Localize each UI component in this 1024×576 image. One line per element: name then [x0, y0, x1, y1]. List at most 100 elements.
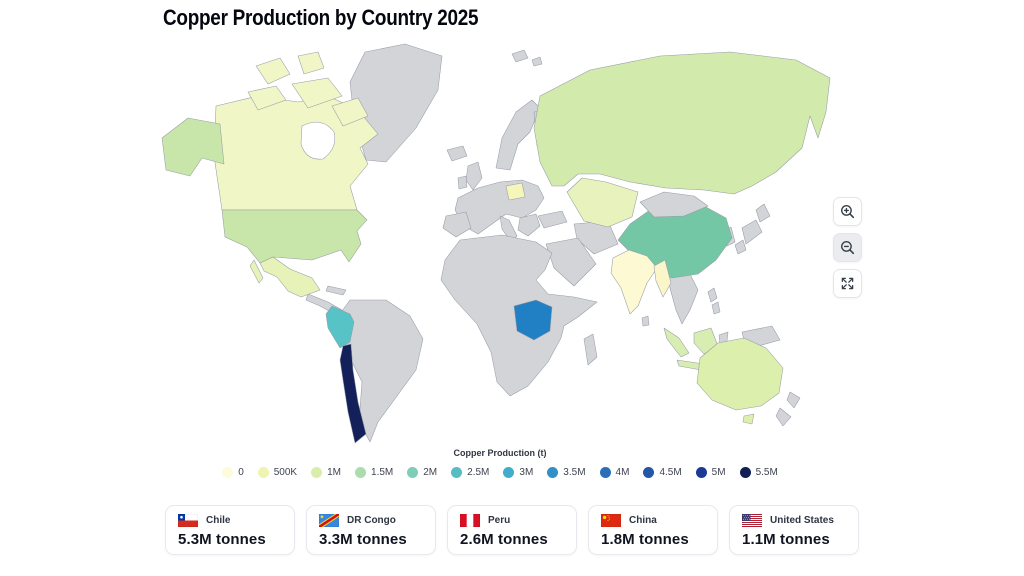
country-philippines: [707, 287, 721, 315]
card-value: 3.3M tonnes: [319, 531, 407, 548]
country-peru[interactable]: [325, 305, 355, 349]
legend-color-dot: [643, 467, 655, 478]
card-country-name: China: [629, 515, 657, 526]
country-chile[interactable]: [339, 343, 367, 444]
card-value: 2.6M tonnes: [460, 531, 548, 548]
country-norway-sweden: [495, 99, 541, 171]
magnifier-minus-icon: [841, 241, 855, 255]
legend-item: 4M: [599, 467, 630, 478]
card-country-name: DR Congo: [347, 515, 396, 526]
legend-item: 3.5M: [547, 467, 586, 478]
legend-color-dot: [257, 467, 269, 478]
country-new-zealand: [775, 391, 801, 427]
legend-color-dot: [222, 467, 234, 478]
region-caribbean: [325, 285, 347, 296]
region-balkans: [517, 213, 541, 237]
dr-congo-flag-icon: [319, 514, 339, 527]
islands-svalbard: [511, 49, 543, 67]
zoom-out-button[interactable]: [833, 233, 862, 262]
china-flag-icon: [601, 514, 621, 527]
card-country-name: United States: [770, 515, 834, 526]
country-iceland: [446, 145, 468, 162]
country-card-peru[interactable]: Peru 2.6M tonnes: [447, 505, 577, 555]
country-australia[interactable]: [696, 337, 784, 425]
page-title: Copper Production by Country 2025: [163, 5, 479, 30]
legend-color-dot: [739, 467, 751, 478]
legend-item: 2M: [407, 467, 437, 478]
country-turkey: [537, 210, 568, 229]
country-myanmar[interactable]: [653, 259, 672, 298]
legend-item: 3M: [503, 467, 533, 478]
world-map[interactable]: [160, 40, 840, 450]
legend-color-dot: [407, 467, 419, 478]
legend-color-dot: [355, 467, 367, 478]
country-united-kingdom: [465, 161, 483, 191]
legend-item: 1.5M: [355, 467, 393, 478]
country-dr-congo[interactable]: [513, 299, 553, 341]
united-states-flag-icon: [742, 514, 762, 527]
country-madagascar: [583, 333, 598, 366]
legend-color-dot: [311, 467, 323, 478]
country-card-dr-congo[interactable]: DR Congo 3.3M tonnes: [306, 505, 436, 555]
map-controls: [833, 197, 862, 298]
legend-label: 5M: [711, 467, 726, 478]
country-mexico[interactable]: [249, 256, 321, 298]
country-card-china[interactable]: China 1.8M tonnes: [588, 505, 718, 555]
country-india[interactable]: [610, 249, 658, 315]
country-indonesia[interactable]: [663, 327, 719, 371]
legend-color-dot: [599, 467, 611, 478]
legend-color-dot: [451, 467, 463, 478]
card-value: 1.1M tonnes: [742, 531, 830, 548]
legend-item: 2.5M: [451, 467, 489, 478]
legend-label: 3.5M: [563, 467, 586, 478]
legend-label: 4M: [615, 467, 630, 478]
legend-label: 1.5M: [371, 467, 394, 478]
country-japan: [734, 203, 771, 255]
legend-label: 500K: [273, 467, 298, 478]
chile-flag-icon: [178, 514, 198, 527]
country-card-chile[interactable]: Chile 5.3M tonnes: [165, 505, 295, 555]
country-card-united-states[interactable]: United States 1.1M tonnes: [729, 505, 859, 555]
legend-color-dot: [695, 467, 707, 478]
country-kazakhstan[interactable]: [566, 177, 639, 228]
legend-row: 0 500K 1M 1.5M 2M 2.5M 3M 3.5M 4M 4.5M 5M 5.5M: [222, 467, 778, 478]
map-legend: Copper Production (t) 0 500K 1M 1.5M 2M 2.5M 3…: [160, 448, 840, 483]
legend-label: 0: [238, 467, 244, 478]
magnifier-plus-icon: [841, 205, 855, 219]
legend-color-dot: [547, 467, 559, 478]
card-country-name: Peru: [488, 515, 511, 526]
legend-item: 4.5M: [643, 467, 682, 478]
legend-title: Copper Production (t): [453, 448, 547, 458]
legend-label: 3M: [519, 467, 534, 478]
country-poland[interactable]: [505, 182, 526, 201]
country-sri-lanka: [641, 315, 650, 327]
legend-label: 2.5M: [467, 467, 490, 478]
legend-label: 5.5M: [755, 467, 778, 478]
region-iberia: [442, 211, 472, 238]
country-ireland: [457, 175, 468, 190]
legend-label: 1M: [327, 467, 342, 478]
legend-item: 5.5M: [739, 467, 778, 478]
legend-item: 500K: [257, 467, 298, 478]
country-united-states[interactable]: [161, 117, 368, 264]
fullscreen-button[interactable]: [833, 269, 862, 298]
region-arabia: [545, 237, 597, 287]
country-mongolia: [639, 191, 709, 218]
legend-item: 5M: [695, 467, 726, 478]
zoom-in-button[interactable]: [833, 197, 862, 226]
peru-flag-icon: [460, 514, 480, 527]
legend-label: 4.5M: [659, 467, 682, 478]
card-country-name: Chile: [206, 515, 231, 526]
hudson-bay: [300, 121, 336, 160]
legend-color-dot: [503, 467, 515, 478]
country-russia[interactable]: [533, 51, 831, 195]
card-value: 1.8M tonnes: [601, 531, 689, 548]
country-canada[interactable]: [213, 51, 379, 211]
country-cards: Chile 5.3M tonnes DR Congo 3.3M tonnes: [165, 505, 859, 555]
expand-arrows-icon: [841, 277, 854, 290]
legend-item: 0: [222, 467, 244, 478]
legend-label: 2M: [423, 467, 438, 478]
legend-item: 1M: [311, 467, 341, 478]
card-value: 5.3M tonnes: [178, 531, 266, 548]
